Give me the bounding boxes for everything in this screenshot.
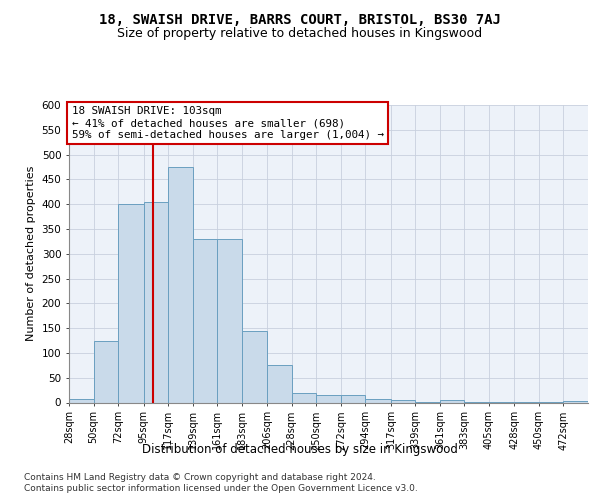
Bar [292, 392, 316, 402]
Text: 18 SWAISH DRIVE: 103sqm
← 41% of detached houses are smaller (698)
59% of semi-d: 18 SWAISH DRIVE: 103sqm ← 41% of detache… [71, 106, 383, 140]
Text: Distribution of detached houses by size in Kingswood: Distribution of detached houses by size … [142, 442, 458, 456]
Bar [242, 330, 267, 402]
Bar [193, 239, 217, 402]
Bar [168, 167, 193, 402]
Bar [267, 366, 292, 403]
Bar [316, 395, 341, 402]
Bar [69, 398, 94, 402]
Bar [143, 202, 168, 402]
Bar [440, 400, 464, 402]
Bar [341, 395, 365, 402]
Text: Size of property relative to detached houses in Kingswood: Size of property relative to detached ho… [118, 28, 482, 40]
Bar [563, 400, 588, 402]
Bar [365, 398, 391, 402]
Text: Contains HM Land Registry data © Crown copyright and database right 2024.: Contains HM Land Registry data © Crown c… [24, 472, 376, 482]
Text: 18, SWAISH DRIVE, BARRS COURT, BRISTOL, BS30 7AJ: 18, SWAISH DRIVE, BARRS COURT, BRISTOL, … [99, 12, 501, 26]
Y-axis label: Number of detached properties: Number of detached properties [26, 166, 36, 342]
Bar [118, 204, 143, 402]
Text: Contains public sector information licensed under the Open Government Licence v3: Contains public sector information licen… [24, 484, 418, 493]
Bar [94, 340, 118, 402]
Bar [391, 400, 415, 402]
Bar [217, 239, 242, 402]
